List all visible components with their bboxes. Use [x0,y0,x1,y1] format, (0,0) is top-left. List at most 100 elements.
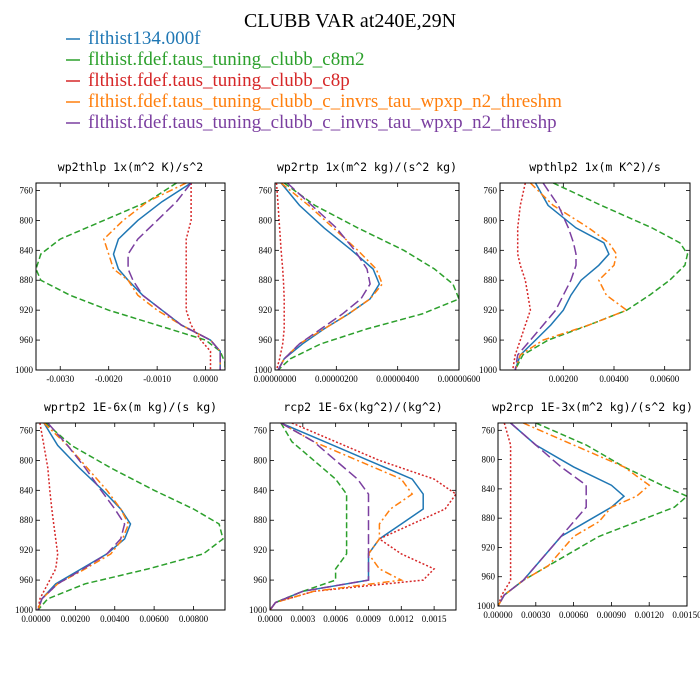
y-tick-label: 800 [484,215,498,225]
plot-frame-6 [497,422,688,607]
figure-title: CLUBB VAR at240E,29N [244,10,456,32]
y-tick-label: 840 [484,245,498,255]
y-tick-label: 880 [20,515,34,525]
y-tick-label: 840 [259,245,273,255]
legend-label-5: flthist.fdef.taus_tuning_clubb_c_invrs_t… [88,112,557,133]
y-tick-label: 960 [259,335,273,345]
x-tick-label: 0.00400 [100,614,130,624]
y-tick-label: 840 [482,484,496,494]
series-line--tau-wpxp-n2-threshm-p3 [514,183,629,370]
series-line--tau-wpxp-n2-threshm-p6 [498,423,651,606]
legend: flthist134.000fflthist.fdef.taus_tuning_… [66,28,562,133]
x-tick-label: 0.00200 [61,614,91,624]
series-line-aus-tuning-clubb-c8p-p4 [37,423,59,610]
panel-title-6: wp2rcp 1E-3x(m^2 kg)/(s^2 kg) [492,400,693,414]
series-line--tau-wpxp-n2-threshm-p4 [37,423,130,610]
plot-frame-2 [274,182,460,371]
y-tick-label: 760 [259,185,273,195]
series-line-us-tuning-clubb-c8m2-p2 [277,183,459,370]
panel-title-1: wp2thlp 1x(m^2 K)/s^2 [58,160,203,174]
y-tick-label: 800 [254,455,268,465]
x-tick-label: 0.0006 [323,614,348,624]
y-tick-label: 800 [259,215,273,225]
y-tick-label: 880 [20,275,34,285]
y-tick-label: 760 [482,425,496,435]
legend-label-3: flthist.fdef.taus_tuning_clubb_c8p [88,70,350,91]
x-tick-label: 0.00060 [559,610,589,620]
y-tick-label: 1000 [254,365,273,375]
x-tick-label: 0.0009 [356,614,381,624]
y-tick-label: 960 [20,335,34,345]
y-tick-label: 920 [259,305,273,315]
y-tick-label: 960 [482,572,496,582]
x-tick-label: 0.00000 [21,614,51,624]
plot-frame-5 [269,422,457,611]
y-tick-label: 1000 [15,605,34,615]
y-tick-label: 1000 [477,601,496,611]
x-tick-label: 0.0015 [422,614,447,624]
x-tick-label: 0.00800 [179,614,209,624]
x-tick-label: 0.00000000 [254,374,297,384]
panel-title-2: wp2rtp 1x(m^2 kg)/(s^2 kg) [277,160,457,174]
y-tick-label: 840 [254,485,268,495]
panel-title-3: wpthlp2 1x(m K^2)/s [529,160,661,174]
y-tick-label: 840 [20,485,34,495]
series-line-aus-tuning-clubb-c8p-p6 [498,423,512,606]
y-tick-label: 960 [20,575,34,585]
panel-title-5: rcp2 1E-6x(kg^2)/(kg^2) [283,400,442,414]
x-tick-label: 0.00000 [483,610,513,620]
x-tick-label: 0.00000400 [376,374,419,384]
series-line-us-tuning-clubb-c8m2-p5 [270,423,348,610]
panel-title-4: wprtp2 1E-6x(m kg)/(s kg) [44,400,217,414]
series-line-aus-tuning-clubb-c8p-p1 [185,183,212,370]
series-line-aus-tuning-clubb-c8p-p3 [511,183,532,370]
panel-4: wprtp2 1E-6x(m kg)/(s kg) 760 800 840 880 920… [15,400,226,624]
series-line--tau-wpxp-n2-threshp-p3 [514,183,577,370]
y-tick-label: 880 [484,275,498,285]
panel-3: wpthlp2 1x(m K^2)/s 760 800 840 880 920 960 100… [479,160,691,384]
y-tick-label: 800 [20,215,34,225]
y-tick-label: 1000 [15,365,34,375]
x-tick-label: 0.00600 [650,374,680,384]
y-tick-label: 760 [20,185,34,195]
y-tick-label: 800 [482,455,496,465]
x-tick-label: -0.0020 [95,374,123,384]
legend-label-2: flthist.fdef.taus_tuning_clubb_c8m2 [88,49,365,70]
y-tick-label: 760 [254,425,268,435]
plot-frame-1 [35,182,226,371]
x-tick-label: 0.00200 [549,374,579,384]
x-tick-label: 0.00150 [672,610,700,620]
series-line--tau-wpxp-n2-threshm-p5 [270,423,414,610]
x-tick-label: 0.00120 [635,610,665,620]
y-tick-label: 920 [20,305,34,315]
y-tick-label: 880 [482,513,496,523]
series-line-us-tuning-clubb-c8m2-p6 [498,423,687,606]
series-line--tau-wpxp-n2-threshm-p2 [277,183,384,370]
y-tick-label: 760 [20,425,34,435]
series-line--tau-wpxp-n2-threshp-p2 [277,183,371,370]
x-tick-label: 0.00000600 [438,374,481,384]
x-tick-label: 0.0012 [389,614,414,624]
series-line--tau-wpxp-n2-threshp-p1 [127,183,221,370]
series-line-flthist134-000f-p2 [277,183,381,370]
y-tick-label: 1000 [249,605,268,615]
series-line-flthist134-000f-p3 [514,183,610,370]
y-tick-label: 760 [484,185,498,195]
x-tick-label: -0.0010 [143,374,171,384]
series-line--tau-wpxp-n2-threshm-p1 [102,183,221,370]
series-line-aus-tuning-clubb-c8p-p2 [275,183,285,370]
series-line-us-tuning-clubb-c8m2-p4 [37,423,224,610]
x-tick-label: 0.0003 [290,614,315,624]
series-line--tau-wpxp-n2-threshp-p6 [498,423,587,606]
y-tick-label: 920 [254,545,268,555]
x-tick-label: 0.00090 [597,610,627,620]
x-tick-label: 0.00400 [599,374,629,384]
x-tick-label: 0.0000 [193,374,218,384]
legend-label-1: flthist134.000f [88,28,201,49]
y-tick-label: 880 [254,515,268,525]
x-tick-label: 0.0000 [258,614,283,624]
panel-1: wp2thlp 1x(m^2 K)/s^2 760 800 840 880 920 960 1… [15,160,226,384]
y-tick-label: 960 [254,575,268,585]
x-tick-label: 0.00030 [521,610,551,620]
